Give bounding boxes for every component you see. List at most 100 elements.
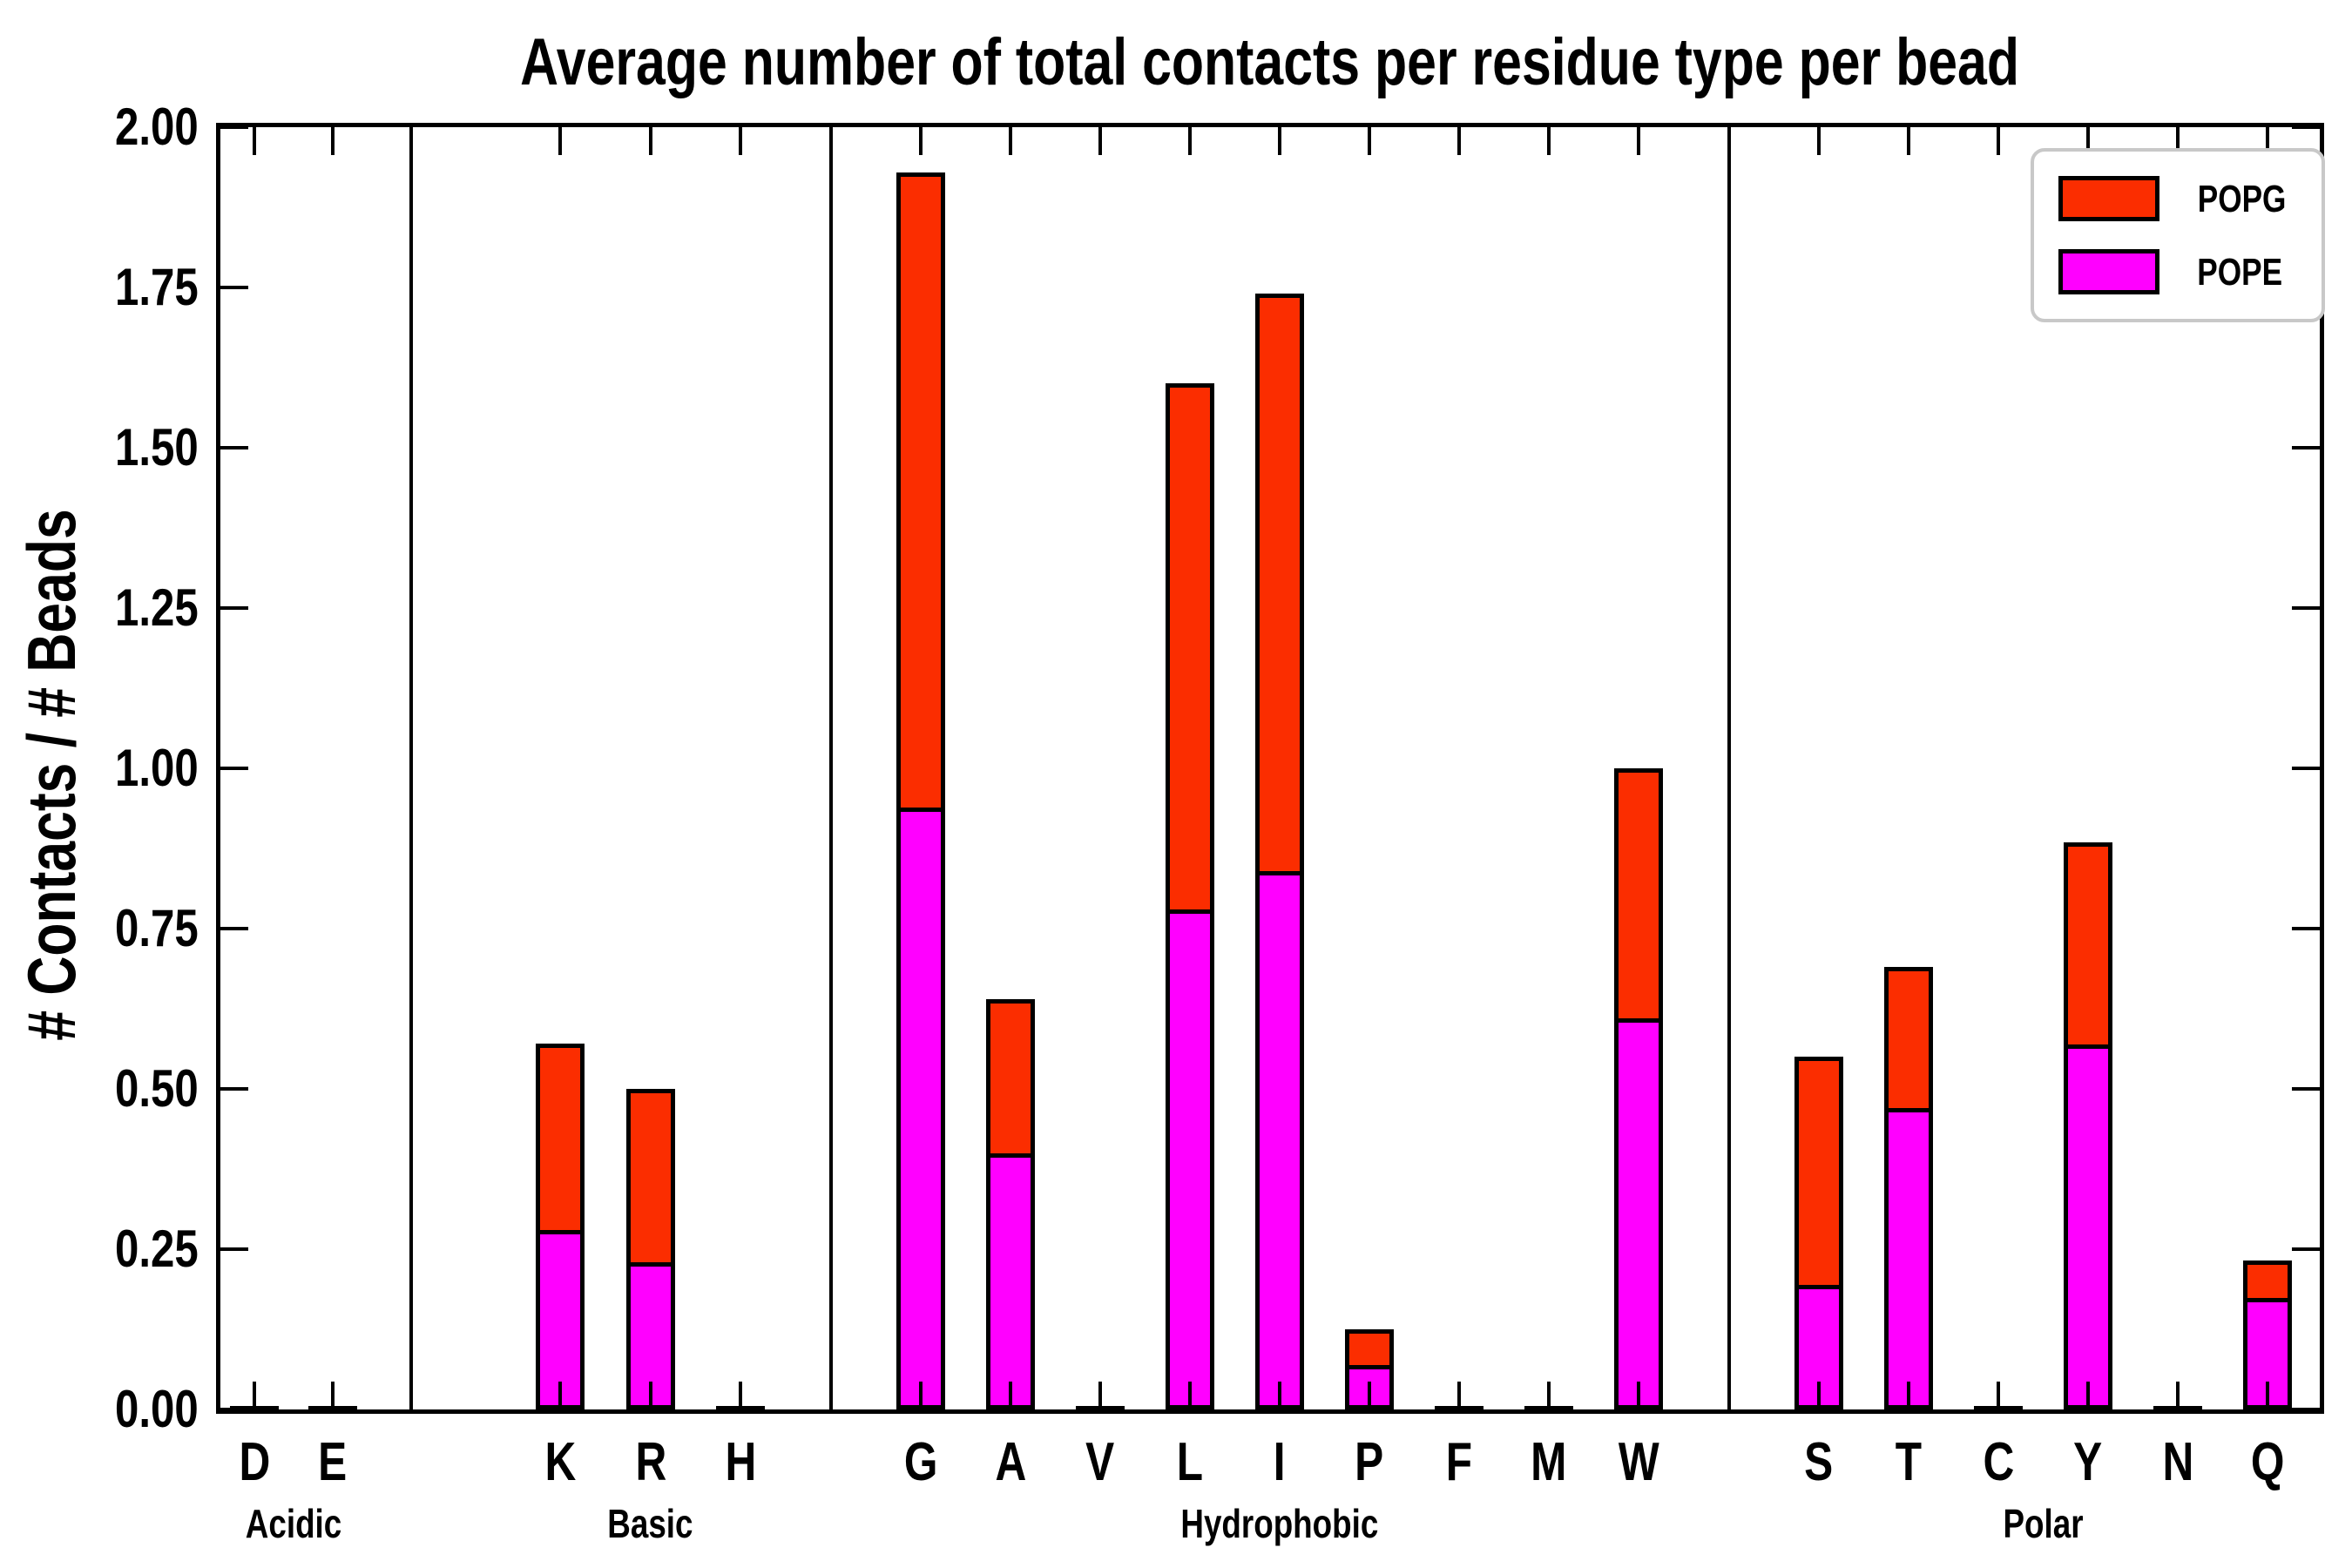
bar-S [1794, 1057, 1843, 1409]
bar-R-pope-segment [631, 1262, 671, 1405]
x-tick-label-H: H [679, 1436, 801, 1490]
y-tick-label-text: 1.50 [115, 418, 199, 476]
bar-A-pope-segment [990, 1152, 1031, 1405]
x-tick-bottom-Q [2266, 1382, 2269, 1409]
x-tick-top-H [739, 127, 742, 155]
y-tick-label-text: 0.25 [115, 1220, 199, 1278]
y-tick-label-0.00: 0.00 [0, 1383, 199, 1436]
x-tick-label-S: S [1758, 1436, 1880, 1490]
bar-I [1255, 294, 1304, 1409]
x-tick-label-text: E [318, 1432, 348, 1492]
x-tick-label-E: E [272, 1436, 394, 1490]
x-tick-label-text: K [544, 1432, 576, 1492]
y-tick-right-2.00 [2292, 125, 2320, 129]
x-tick-label-W: W [1578, 1436, 1700, 1490]
y-tick-left-0.25 [220, 1247, 248, 1251]
bar-W-pope-segment [1619, 1018, 1659, 1405]
bar-R [626, 1089, 675, 1409]
x-tick-bottom-G [919, 1382, 923, 1409]
bar-T [1884, 967, 1933, 1409]
x-tick-top-M [1547, 127, 1551, 155]
x-tick-top-F [1457, 127, 1461, 155]
x-tick-label-text: H [725, 1432, 756, 1492]
x-tick-bottom-T [1907, 1382, 1910, 1409]
legend-label-pope: POPE [2197, 251, 2283, 294]
group-divider-1 [829, 127, 833, 1409]
group-label-hydrophobic: Hydrophobic [1062, 1504, 1497, 1544]
x-tick-label-text: G [903, 1432, 938, 1492]
y-tick-label-text: 0.50 [115, 1059, 199, 1118]
x-tick-label-F: F [1398, 1436, 1520, 1490]
bar-T-pope-segment [1889, 1108, 1929, 1405]
x-tick-label-text: P [1355, 1432, 1384, 1492]
x-tick-bottom-N [2176, 1382, 2180, 1409]
x-tick-bottom-S [1817, 1382, 1821, 1409]
group-label-polar: Polar [1826, 1504, 2261, 1544]
bar-Y [2064, 841, 2112, 1409]
x-tick-label-text: A [995, 1432, 1026, 1492]
group-label-acidic: Acidic [76, 1504, 511, 1544]
x-tick-label-D: D [193, 1436, 315, 1490]
x-tick-label-L: L [1129, 1436, 1251, 1490]
bar-A [986, 998, 1035, 1409]
x-tick-bottom-D [253, 1382, 256, 1409]
y-tick-left-1.50 [220, 446, 248, 449]
bar-K-pope-segment [540, 1230, 580, 1405]
bar-I-pope-segment [1260, 871, 1300, 1405]
y-tick-label-1.25: 1.25 [0, 582, 199, 634]
x-tick-label-G: G [860, 1436, 982, 1490]
bar-W [1614, 768, 1663, 1409]
x-tick-top-D [253, 127, 256, 155]
y-tick-right-1.00 [2292, 767, 2320, 770]
x-tick-label-N: N [2117, 1436, 2239, 1490]
bar-L-pope-segment [1170, 909, 1210, 1405]
x-tick-top-V [1098, 127, 1102, 155]
y-tick-right-1.25 [2292, 606, 2320, 610]
x-tick-bottom-L [1188, 1382, 1192, 1409]
x-tick-bottom-K [558, 1382, 562, 1409]
x-tick-label-M: M [1488, 1436, 1610, 1490]
group-label-text: Polar [2003, 1501, 2084, 1546]
x-tick-label-text: D [239, 1432, 270, 1492]
bar-L [1166, 383, 1214, 1409]
chart-title-text: Average number of total contacts per res… [520, 25, 2020, 99]
y-tick-left-1.25 [220, 606, 248, 610]
plot-area: POPG POPE [216, 123, 2325, 1414]
x-tick-label-I: I [1219, 1436, 1341, 1490]
bar-K [536, 1044, 585, 1409]
x-tick-top-P [1368, 127, 1371, 155]
legend-label-popg: POPG [2197, 178, 2287, 220]
y-tick-label-text: 0.75 [115, 899, 199, 957]
x-tick-label-text: F [1445, 1432, 1473, 1492]
x-tick-label-R: R [590, 1436, 712, 1490]
x-tick-top-Q [2266, 127, 2269, 155]
x-tick-top-E [331, 127, 335, 155]
bar-G [896, 172, 945, 1409]
x-tick-label-text: M [1531, 1432, 1567, 1492]
x-tick-bottom-E [331, 1382, 335, 1409]
y-tick-right-1.50 [2292, 446, 2320, 449]
y-tick-label-0.25: 0.25 [0, 1223, 199, 1275]
legend-row-popg: POPG [2034, 176, 2322, 225]
x-tick-label-text: V [1085, 1432, 1115, 1492]
group-divider-2 [1727, 127, 1731, 1409]
x-tick-label-text: R [635, 1432, 666, 1492]
y-tick-left-0.50 [220, 1087, 248, 1091]
x-tick-bottom-A [1009, 1382, 1012, 1409]
x-tick-label-text: Q [2250, 1432, 2285, 1492]
y-tick-left-1.75 [220, 286, 248, 289]
x-tick-label-K: K [499, 1436, 621, 1490]
y-tick-right-0.25 [2292, 1247, 2320, 1251]
x-tick-bottom-F [1457, 1382, 1461, 1409]
x-tick-label-text: Y [2073, 1432, 2103, 1492]
x-tick-top-W [1637, 127, 1640, 155]
x-tick-label-text: L [1176, 1432, 1204, 1492]
x-tick-label-text: S [1804, 1432, 1834, 1492]
y-tick-left-1.00 [220, 767, 248, 770]
y-tick-label-1.50: 1.50 [0, 422, 199, 474]
y-tick-label-0.50: 0.50 [0, 1063, 199, 1115]
legend-row-pope: POPE [2034, 249, 2322, 298]
x-tick-label-P: P [1308, 1436, 1430, 1490]
group-label-basic: Basic [433, 1504, 868, 1544]
